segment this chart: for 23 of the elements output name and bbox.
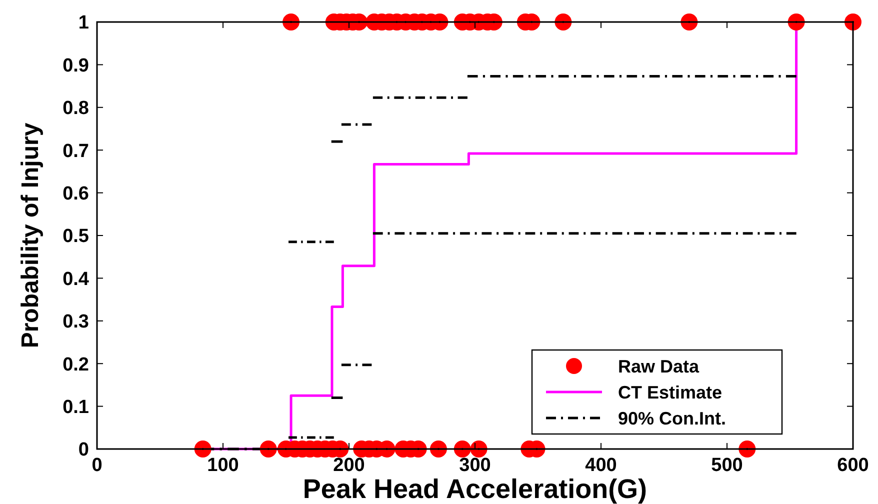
y-tick-label: 0 <box>78 440 89 461</box>
x-tick-label: 100 <box>207 455 239 476</box>
y-tick-label: 0.8 <box>62 98 89 120</box>
y-tick-label: 0.4 <box>62 268 90 290</box>
y-tick-label: 0.6 <box>62 183 89 204</box>
y-tick-label: 0.2 <box>62 354 89 376</box>
x-tick-label: 300 <box>459 455 491 476</box>
y-axis-title: Probability of Injury <box>17 122 44 348</box>
y-tick-label: 0.9 <box>62 55 89 76</box>
x-tick-label: 600 <box>837 455 869 476</box>
y-tick-label: 0.5 <box>62 226 90 248</box>
legend-label: Raw Data <box>618 356 700 376</box>
y-tick-label: 1 <box>78 12 90 34</box>
x-tick-label: 400 <box>585 455 617 476</box>
legend-label: 90% Con.Int. <box>618 408 726 428</box>
legend-label: CT Estimate <box>618 382 722 402</box>
y-tick-label: 0.1 <box>62 396 90 418</box>
y-tick-label: 0.3 <box>62 312 89 333</box>
x-tick-label: 0 <box>92 455 102 476</box>
x-axis-title: Peak Head Acceleration(G) <box>302 474 648 504</box>
y-tick-label: 0.7 <box>62 140 89 162</box>
x-tick-label: 500 <box>711 455 743 476</box>
x-tick-label: 200 <box>333 455 365 476</box>
